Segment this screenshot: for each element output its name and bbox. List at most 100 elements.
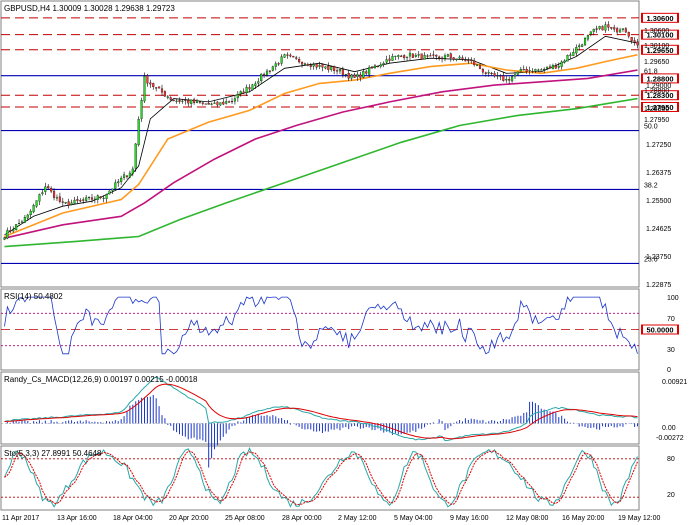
candle-body (123, 174, 126, 178)
candle-body (222, 101, 225, 105)
fib-level-label: 23.6 (644, 256, 658, 263)
candle-body (195, 100, 199, 103)
candle-body (318, 65, 321, 67)
rsi-y-tick: 70 (667, 316, 675, 323)
candle-body (604, 24, 607, 31)
candle-body (435, 54, 438, 57)
candle-body (394, 55, 397, 57)
candle-body (169, 97, 172, 100)
y-tick: 1.22875 (646, 282, 671, 289)
x-tick: 2 May 12:00 (338, 515, 377, 522)
candle-body (362, 71, 365, 78)
candle-body (487, 72, 490, 74)
candle-body (636, 41, 639, 46)
candle-body (12, 229, 15, 232)
candle-body (268, 70, 271, 72)
candle-body (73, 199, 76, 204)
candle-body (315, 63, 318, 68)
candle-body (155, 87, 158, 89)
candle-body (341, 69, 344, 75)
x-tick: 25 Apr 08:00 (225, 515, 265, 522)
candle-body (592, 28, 595, 32)
candle-body (610, 27, 613, 29)
x-tick: 16 May 20:00 (562, 515, 605, 522)
candle-body (277, 63, 280, 65)
candle-body (9, 230, 12, 232)
candle-body (335, 70, 339, 72)
candle-body (152, 83, 155, 87)
fib-level-label: 38.2 (644, 182, 658, 189)
candle-body (406, 56, 409, 58)
candle-body (303, 63, 307, 65)
candle-body (160, 88, 164, 93)
moving-average-line (4, 54, 638, 238)
candle-body (376, 65, 379, 68)
candle-body (321, 64, 324, 68)
candle-body (630, 36, 633, 41)
y-tick: 1.28300 (644, 106, 669, 113)
candle-body (420, 53, 423, 60)
moving-average-line (4, 69, 638, 239)
price-label-text: 1.27950 (646, 103, 673, 112)
candle-body (327, 65, 330, 70)
candle-body (225, 101, 228, 104)
candle-body (248, 87, 251, 90)
candle-body (35, 200, 38, 207)
rsi-y-tick: 100 (667, 295, 679, 302)
candle-body (508, 79, 511, 81)
candle-body (627, 32, 630, 37)
y-tick: 1.23750 (646, 254, 671, 261)
sto-y-tick: 20 (667, 492, 675, 499)
candle-body (125, 175, 129, 177)
candle-body (490, 72, 493, 75)
candle-body (537, 69, 540, 71)
candle-body (353, 74, 356, 78)
candle-body (263, 73, 266, 76)
candle-body (566, 55, 569, 62)
candle-body (446, 54, 449, 57)
candle-body (356, 74, 359, 78)
candle-body (470, 59, 473, 61)
candle-body (228, 101, 231, 103)
sto-d-line (4, 450, 638, 506)
candle-body (505, 79, 508, 81)
candle-body (429, 55, 432, 57)
candle-body (213, 102, 216, 104)
candle-body (528, 70, 531, 72)
candle-body (598, 26, 601, 29)
candle-body (265, 70, 269, 76)
candle-body (201, 102, 204, 104)
candle-body (146, 75, 149, 84)
candle-body (575, 47, 578, 54)
candle-body (181, 100, 184, 102)
rsi-title: RSI(14) 50.4802 (4, 292, 63, 301)
candle-body (403, 55, 406, 59)
candle-body (175, 100, 178, 102)
candle-body (230, 100, 234, 103)
candle-body (88, 196, 91, 199)
price-label-inner (643, 45, 677, 54)
candle-body (338, 69, 342, 72)
candle-body (368, 67, 371, 75)
candle-body (216, 101, 219, 106)
candle-body (624, 28, 627, 33)
candle-body (137, 119, 140, 146)
candle-body (426, 55, 429, 57)
candle-body (6, 230, 9, 239)
rsi-y-tick: 30 (667, 347, 675, 354)
candle-body (210, 103, 213, 105)
candle-body (607, 24, 610, 28)
candle-body (245, 87, 248, 93)
macd-y-tick: 0.00921 (662, 379, 687, 386)
candle-body (496, 75, 499, 77)
price-label-inner (643, 13, 677, 22)
candle-body (32, 205, 35, 213)
sto-panel-frame (0, 445, 640, 511)
candle-body (411, 53, 414, 58)
candle-body (478, 65, 482, 69)
candle-body (58, 196, 61, 202)
candle-body (578, 45, 581, 48)
candle-body (359, 74, 362, 78)
candle-body (382, 62, 385, 65)
